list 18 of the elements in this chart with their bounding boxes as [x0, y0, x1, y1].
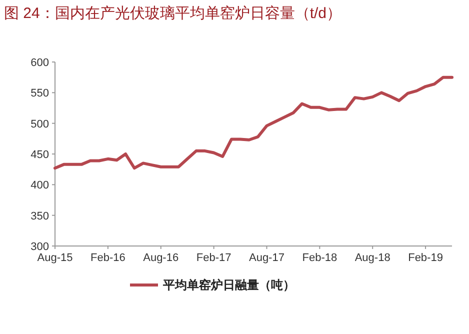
x-tick-label: Feb-17	[196, 252, 232, 264]
x-tick-label: Aug-18	[354, 252, 390, 264]
y-tick-label: 400	[30, 180, 49, 192]
x-tick-label: Aug-15	[37, 252, 73, 264]
y-tick-label: 350	[30, 210, 49, 222]
x-tick-label: Feb-19	[408, 252, 443, 264]
y-tick-label: 600	[30, 57, 49, 69]
x-tick-label: Aug-17	[248, 252, 284, 264]
y-tick-label: 450	[30, 149, 49, 161]
x-tick-label: Feb-16	[90, 252, 126, 264]
y-tick-label: 500	[30, 118, 49, 130]
x-tick-label: Feb-18	[302, 252, 338, 264]
x-tick-label: Aug-16	[143, 252, 179, 264]
y-tick-label: 300	[30, 241, 49, 253]
legend: 平均单窑炉日融量（吨）	[130, 278, 295, 292]
y-tick-label: 550	[30, 88, 49, 100]
legend-label: 平均单窑炉日融量（吨）	[162, 278, 295, 292]
title: 图 24：国内在产光伏玻璃平均单窑炉日容量（t/d）	[4, 5, 342, 22]
